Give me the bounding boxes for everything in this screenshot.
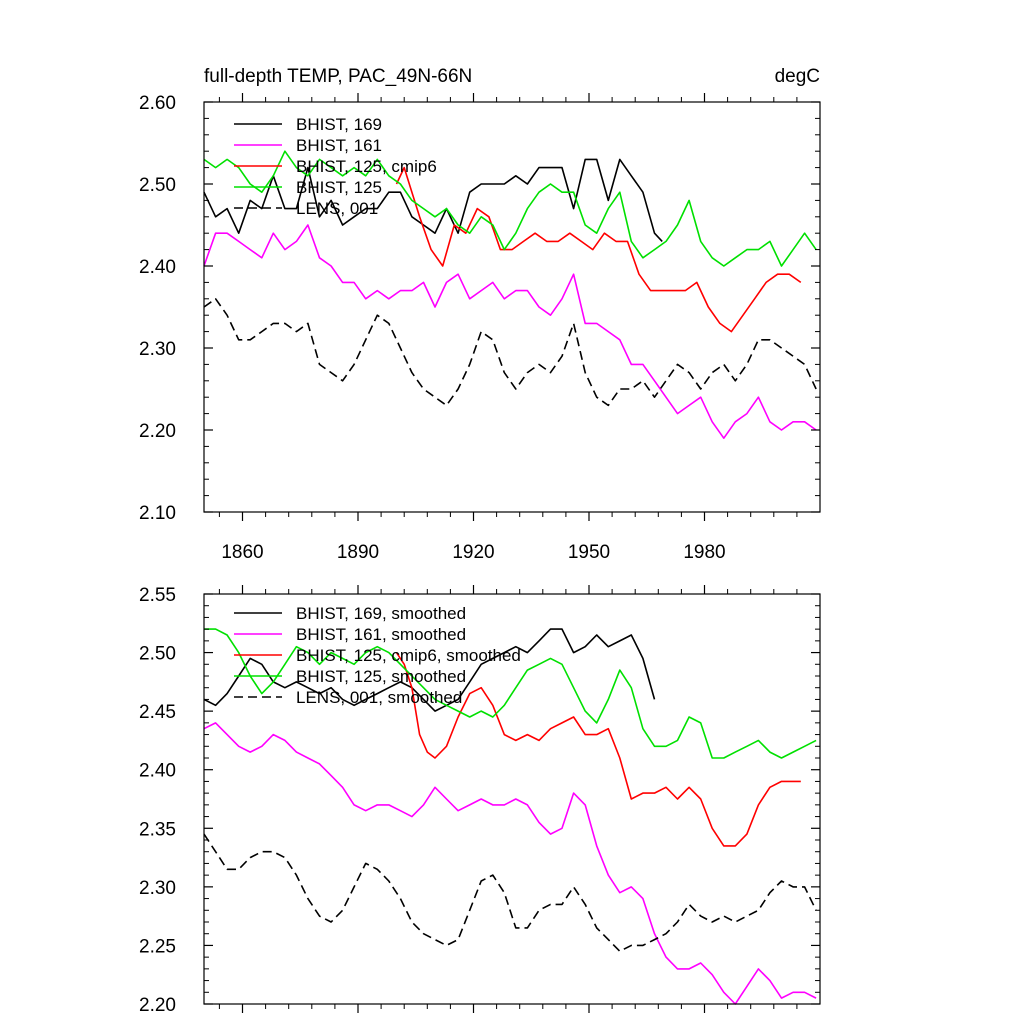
y-tick-label-1-4: 2.40 [139,761,176,782]
series-line-0-2 [395,166,802,333]
legend-label-0-4: LENS, 001 [296,199,378,218]
y-tick-label-0-3: 2.40 [139,257,176,278]
chart-top-panel: full-depth TEMP, PAC_49N-66N degC 2.10 2.… [139,66,821,563]
legend-label-1-2: BHIST, 125, cmip6, smoothed [296,646,521,665]
x-tick-label-0-0: 1860 [221,542,263,563]
series-line-1-4 [203,833,817,953]
series-line-1-0 [203,628,656,712]
x-tick-label-0-3: 1950 [568,542,610,563]
legend-label-1-1: BHIST, 161, smoothed [296,625,466,644]
legend-label-0-2: BHIST, 125, cmip6 [296,157,437,176]
x-tick-label-0-2: 1920 [452,542,494,563]
y-tick-label-1-1: 2.25 [139,936,176,957]
x-tick-label-0-1: 1890 [337,542,379,563]
chart-bottom-panel: 2.20 2.25 2.30 2.35 2.40 2.45 2.50 2.55 BHIST, … [139,585,821,1016]
legend-label-0-0: BHIST, 169 [296,115,382,134]
legend-label-0-3: BHIST, 125 [296,178,382,197]
chart-title-left: full-depth TEMP, PAC_49N-66N [204,66,472,87]
y-tick-label-1-3: 2.35 [139,819,176,840]
y-tick-label-0-1: 2.20 [139,421,176,442]
y-tick-label-0-5: 2.60 [139,93,176,114]
series-line-0-0 [203,158,663,242]
series-line-1-3 [204,628,817,759]
legend-bottom: BHIST, 169, smoothed BHIST, 161, smoothed… [234,604,521,707]
y-tick-label-1-7: 2.55 [139,585,176,606]
series-line-0-3 [203,150,817,267]
y-tick-label-1-5: 2.45 [139,702,176,723]
y-tick-label-0-4: 2.50 [139,175,176,196]
x-tick-label-0-4: 1980 [683,542,725,563]
series-line-1-1 [203,722,817,1005]
chart-title-right: degC [775,66,820,87]
legend-label-0-1: BHIST, 161 [296,136,382,155]
legend-label-1-3: BHIST, 125, smoothed [296,667,466,686]
series-line-0-1 [203,224,817,440]
y-tick-label-0-2: 2.30 [139,339,176,360]
legend-label-1-0: BHIST, 169, smoothed [296,604,466,623]
plot-frame-0 [203,101,821,513]
legend-top: BHIST, 169 BHIST, 161 BHIST, 125, cmip6 BHI… [234,115,437,218]
y-tick-label-1-6: 2.50 [139,644,176,665]
legend-label-1-4: LENS, 001, smoothed [296,688,462,707]
y-tick-label-1-2: 2.30 [139,878,176,899]
y-tick-label-0-0: 2.10 [139,503,176,524]
series-line-1-2 [395,652,801,847]
series-line-0-4 [203,297,817,407]
plot-frame-1 [203,593,821,1005]
y-tick-label-1-0: 2.20 [139,995,176,1016]
